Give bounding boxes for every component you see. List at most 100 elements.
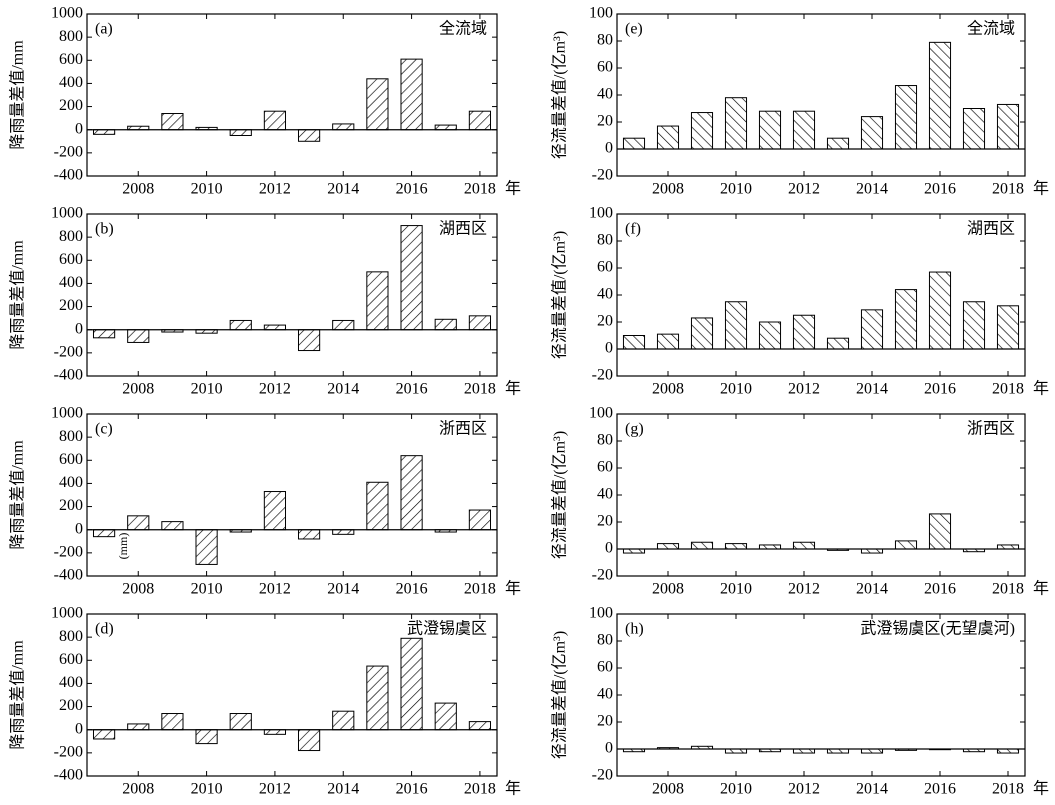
y-tick-label: 80 <box>597 32 613 49</box>
x-tick-label: 2008 <box>122 181 154 198</box>
x-tick-label: 2018 <box>464 581 496 598</box>
x-tick-label: 2014 <box>856 381 888 398</box>
panel-title: 武澄锡虞区(无望虞河) <box>860 620 1015 638</box>
y-tick-label: 200 <box>59 97 83 114</box>
y-tick-label: 400 <box>59 474 83 491</box>
panel-label: (c) <box>95 421 113 438</box>
x-tick-label: 2010 <box>720 381 752 398</box>
x-tick-label: 2012 <box>788 581 820 598</box>
y-tick-label: 20 <box>597 313 613 330</box>
panel-title: 全流域 <box>439 20 487 38</box>
x-tick-label: 2018 <box>464 381 496 398</box>
y-tick-label: 0 <box>605 740 613 757</box>
y-tick-label: -400 <box>54 767 83 784</box>
x-tick-label: 2014 <box>327 181 359 198</box>
y-tick-label: -20 <box>592 167 613 184</box>
y-tick-label: 80 <box>597 632 613 649</box>
y-tick-label: 100 <box>589 405 613 422</box>
y-tick-label: 200 <box>59 497 83 514</box>
bar <box>758 321 782 350</box>
bar <box>297 529 321 540</box>
y-tick-label: -400 <box>54 167 83 184</box>
y-tick-label: 60 <box>597 259 613 276</box>
bar <box>724 543 748 550</box>
bar <box>690 541 714 550</box>
bar <box>263 491 287 531</box>
x-tick-label: 2012 <box>259 181 291 198</box>
x-tick-label: 2012 <box>788 181 820 198</box>
x-tick-label: 2018 <box>992 581 1024 598</box>
y-axis-label: 降雨量差值/mm <box>9 440 27 550</box>
x-axis-label: 年 <box>1033 180 1049 198</box>
bar <box>792 110 816 150</box>
y-tick-label: 400 <box>59 74 83 91</box>
x-tick-label: 2010 <box>720 781 752 798</box>
bar <box>366 481 389 531</box>
y-tick-label: 0 <box>75 720 83 737</box>
bar <box>860 116 884 150</box>
bar <box>468 315 492 331</box>
bar <box>400 58 423 131</box>
y-tick-label: 100 <box>589 205 613 222</box>
bar <box>297 729 321 752</box>
bar <box>127 515 150 531</box>
panel-label: (e) <box>625 21 643 38</box>
bar <box>928 513 952 550</box>
y-tick-label: 800 <box>59 228 83 245</box>
panel-label: (d) <box>95 621 114 638</box>
y-tick-label: -200 <box>54 544 83 561</box>
y-tick-label: 60 <box>597 459 613 476</box>
x-tick-label: 2016 <box>924 381 956 398</box>
x-axis-label: 年 <box>505 780 521 798</box>
x-tick-label: 2010 <box>191 581 223 598</box>
bar <box>996 305 1020 350</box>
bar <box>332 529 355 535</box>
bar <box>928 41 952 150</box>
bar <box>366 78 389 131</box>
x-tick-label: 2012 <box>259 381 291 398</box>
bar <box>161 113 184 131</box>
y-tick-label: 40 <box>597 86 613 103</box>
bar <box>468 110 492 131</box>
x-tick-label: 2008 <box>652 581 684 598</box>
bar <box>92 129 116 135</box>
x-tick-label: 2008 <box>122 581 154 598</box>
panel-title: 浙西区 <box>967 420 1015 438</box>
y-tick-label: 0 <box>75 520 83 537</box>
y-axis-label: 降雨量差值/mm <box>9 240 27 350</box>
y-tick-label: 1000 <box>51 605 83 622</box>
bar <box>400 455 423 531</box>
y-tick-label: 80 <box>597 432 613 449</box>
x-tick-label: 2018 <box>992 781 1024 798</box>
bar <box>332 319 355 331</box>
x-tick-label: 2008 <box>652 781 684 798</box>
y-tick-label: -400 <box>54 567 83 584</box>
y-tick-label: 60 <box>597 59 613 76</box>
x-tick-label: 2014 <box>856 781 888 798</box>
bar <box>229 713 252 731</box>
annotation: (mm) <box>116 533 130 560</box>
y-tick-label: 600 <box>59 51 83 68</box>
bar <box>332 123 355 131</box>
bar <box>297 329 321 352</box>
bar <box>962 108 986 150</box>
y-axis-label: 径流量差值/(亿m³) <box>551 431 569 559</box>
y-tick-label: 600 <box>59 651 83 668</box>
bar <box>92 329 116 339</box>
y-tick-label: 0 <box>75 320 83 337</box>
bar <box>263 324 287 331</box>
y-tick-label: 40 <box>597 286 613 303</box>
panel-title: 浙西区 <box>439 420 487 438</box>
y-tick-label: -400 <box>54 367 83 384</box>
x-tick-label: 2010 <box>191 781 223 798</box>
panel-title: 湖西区 <box>439 220 487 238</box>
x-tick-label: 2016 <box>924 581 956 598</box>
y-tick-label: -200 <box>54 744 83 761</box>
x-tick-label: 2010 <box>191 381 223 398</box>
bar <box>894 85 918 150</box>
bar <box>400 225 423 331</box>
x-tick-label: 2014 <box>856 581 888 598</box>
y-tick-label: 0 <box>75 120 83 137</box>
x-axis-label: 年 <box>505 580 521 598</box>
bar <box>622 137 646 150</box>
